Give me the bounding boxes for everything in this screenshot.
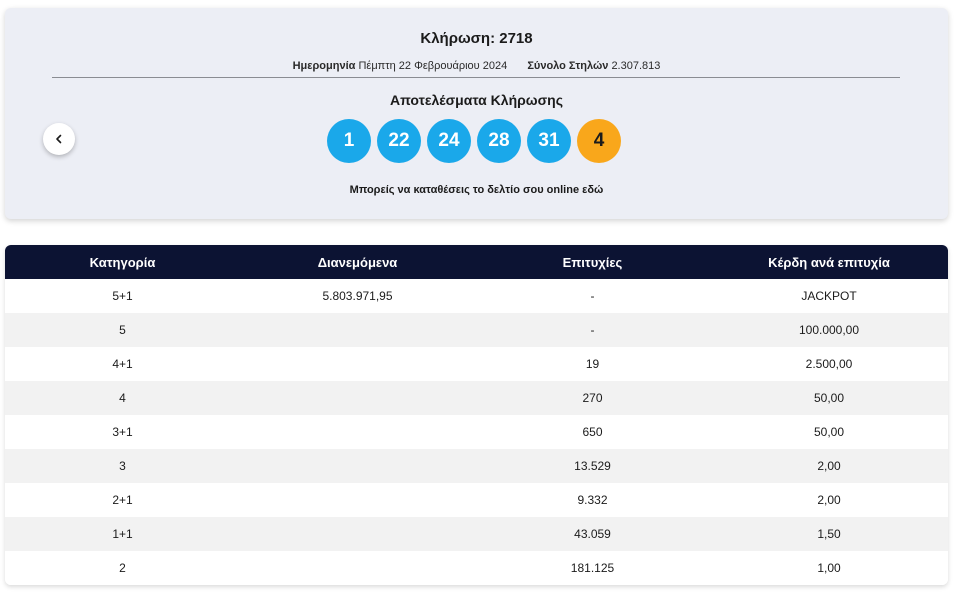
cell-winners: 13.529 [574,459,611,473]
cell-winners: 9.332 [577,493,608,507]
date-label: Ημερομηνία [292,60,356,72]
divider [52,77,900,78]
previous-draw-button[interactable] [43,123,75,155]
cell-category: 2 [119,561,126,575]
table-row: 4 270 50,00 [5,381,948,415]
cell-winners: 650 [582,425,603,439]
table-row: 5+1 5.803.971,95 - JACKPOT [5,279,948,313]
cell-category: 3 [119,459,126,473]
prize-table: Κατηγορία Διανεμόμενα Επιτυχίες Κέρδη αν… [5,245,948,585]
cell-category: 5 [119,323,126,337]
table-row: 5 - 100.000,00 [5,313,948,347]
table-row: 2 181.125 1,00 [5,551,948,585]
table-row: 3+1 650 50,00 [5,415,948,449]
cell-prize: 100.000,00 [798,323,860,337]
winning-numbers: 1 22 24 28 31 4 [327,119,621,163]
cell-category: 3+1 [112,425,133,439]
bonus-number-ball: 4 [577,119,621,163]
cell-category: 4+1 [112,357,133,371]
columns-label: Σύνολο Στηλών [527,60,609,72]
cell-distributed: 5.803.971,95 [322,289,393,303]
cell-prize: 2.500,00 [805,357,853,371]
cell-winners: - [590,323,595,337]
header-prize: Κέρδη ανά επιτυχία [768,254,890,270]
draw-results-card: Κλήρωση: 2718 Ημερομηνία Πέμπτη 22 Φεβρο… [5,8,948,219]
table-row: 1+1 43.059 1,50 [5,517,948,551]
cell-prize: 2,00 [817,459,841,473]
number-ball: 1 [327,119,371,163]
cell-winners: 43.059 [574,527,611,541]
table-row: 4+1 19 2.500,00 [5,347,948,381]
cell-category: 5+1 [112,289,133,303]
cell-prize: 50,00 [813,391,845,405]
table-header: Κατηγορία Διανεμόμενα Επιτυχίες Κέρδη αν… [5,245,948,279]
columns-value: 2.307.813 [611,60,661,72]
cell-winners: 270 [582,391,603,405]
header-winners: Επιτυχίες [562,254,623,270]
table-row: 2+1 9.332 2,00 [5,483,948,517]
number-ball: 22 [377,119,421,163]
header-category: Κατηγορία [89,254,156,270]
table-row: 3 13.529 2,00 [5,449,948,483]
cell-winners: 19 [585,357,600,371]
number-ball: 31 [527,119,571,163]
draw-title: Κλήρωση: 2718 [420,30,533,47]
number-ball: 24 [427,119,471,163]
cell-prize: JACKPOT [801,289,857,303]
cell-category: 2+1 [112,493,133,507]
online-betting-link[interactable]: Μπορείς να καταθέσεις το δελτίο σου onli… [349,184,604,196]
cell-prize: 50,00 [813,425,845,439]
cell-category: 4 [119,391,126,405]
cell-prize: 1,50 [817,527,841,541]
cell-winners: 181.125 [570,561,615,575]
header-distributed: Διανεμόμενα [317,254,398,270]
date-value: Πέμπτη 22 Φεβρουάριου 2024 [358,60,508,72]
number-ball: 28 [477,119,521,163]
cell-prize: 1,00 [817,561,841,575]
chevron-left-icon [56,134,62,144]
table-body: 5+1 5.803.971,95 - JACKPOT 5 - 100.000,0… [5,279,948,585]
cell-category: 1+1 [112,527,133,541]
results-title: Αποτελέσματα Κλήρωσης [389,92,564,108]
draw-meta: Ημερομηνία Πέμπτη 22 Φεβρουάριου 2024 Σύ… [5,60,948,72]
cell-prize: 2,00 [817,493,841,507]
cell-winners: - [590,289,595,303]
